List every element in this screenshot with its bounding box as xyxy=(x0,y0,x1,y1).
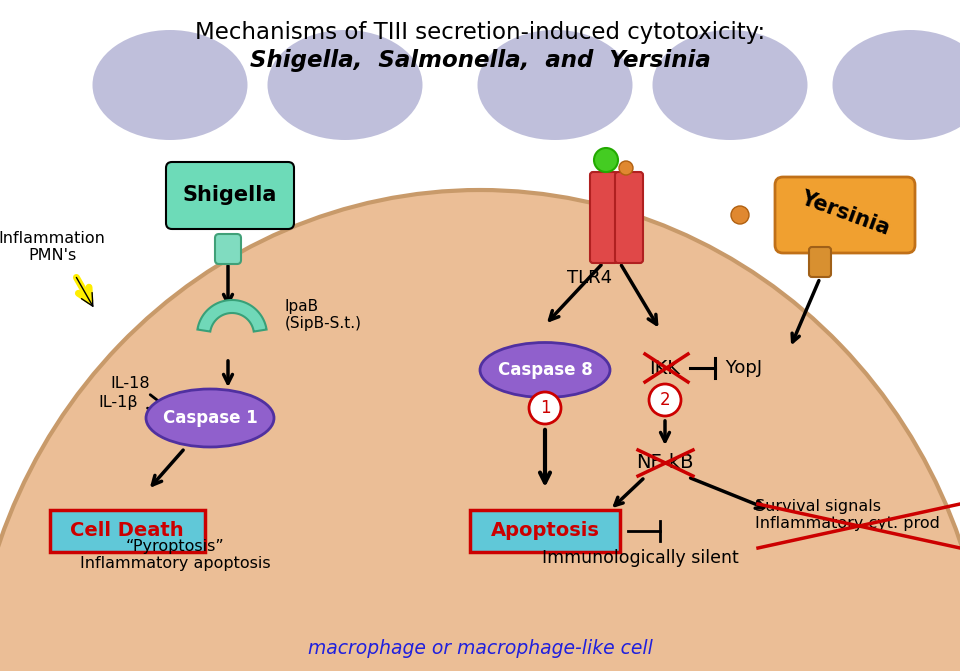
Text: Immunologically silent: Immunologically silent xyxy=(541,549,738,567)
FancyBboxPatch shape xyxy=(590,172,618,263)
Ellipse shape xyxy=(146,389,274,447)
Ellipse shape xyxy=(92,30,248,140)
Text: Cell Death: Cell Death xyxy=(70,521,183,541)
Text: IL-1β: IL-1β xyxy=(98,395,138,411)
Text: Yersinia: Yersinia xyxy=(798,188,893,238)
Text: IL-18: IL-18 xyxy=(110,376,150,391)
FancyBboxPatch shape xyxy=(215,234,241,264)
Circle shape xyxy=(649,384,681,416)
Text: Mechanisms of TIII secretion-induced cytotoxicity:: Mechanisms of TIII secretion-induced cyt… xyxy=(195,21,765,44)
Text: YopJ: YopJ xyxy=(720,359,762,377)
Ellipse shape xyxy=(477,30,633,140)
FancyBboxPatch shape xyxy=(615,172,643,263)
Text: IpaB
(SipB-S.t.): IpaB (SipB-S.t.) xyxy=(285,299,362,331)
Text: Shigella: Shigella xyxy=(182,185,277,205)
Ellipse shape xyxy=(619,161,633,175)
Text: Shigella,  Salmonella,  and  Yersinia: Shigella, Salmonella, and Yersinia xyxy=(250,48,710,72)
Ellipse shape xyxy=(832,30,960,140)
FancyBboxPatch shape xyxy=(166,162,294,229)
Text: Inflammation
PMN's: Inflammation PMN's xyxy=(0,231,106,263)
FancyBboxPatch shape xyxy=(50,510,205,552)
Text: Caspase 1: Caspase 1 xyxy=(162,409,257,427)
Ellipse shape xyxy=(594,148,618,172)
FancyBboxPatch shape xyxy=(470,510,620,552)
Circle shape xyxy=(529,392,561,424)
Text: NF-kB: NF-kB xyxy=(636,454,694,472)
Text: Apoptosis: Apoptosis xyxy=(491,521,599,541)
Ellipse shape xyxy=(268,30,422,140)
FancyBboxPatch shape xyxy=(809,247,831,277)
Text: 1: 1 xyxy=(540,399,550,417)
Text: TLR4: TLR4 xyxy=(567,269,612,287)
Text: macrophage or macrophage-like cell: macrophage or macrophage-like cell xyxy=(307,639,653,658)
Polygon shape xyxy=(198,300,267,331)
Ellipse shape xyxy=(480,342,610,397)
FancyBboxPatch shape xyxy=(775,177,915,253)
Text: 2: 2 xyxy=(660,391,670,409)
Text: “Pyroptosis”
Inflammatory apoptosis: “Pyroptosis” Inflammatory apoptosis xyxy=(80,539,271,571)
Text: Caspase 8: Caspase 8 xyxy=(497,361,592,379)
Ellipse shape xyxy=(731,206,749,224)
Ellipse shape xyxy=(0,190,960,671)
Text: Survival signals
Inflammatory cyt. prod: Survival signals Inflammatory cyt. prod xyxy=(755,499,940,531)
Ellipse shape xyxy=(653,30,807,140)
Text: IKK: IKK xyxy=(650,358,681,378)
